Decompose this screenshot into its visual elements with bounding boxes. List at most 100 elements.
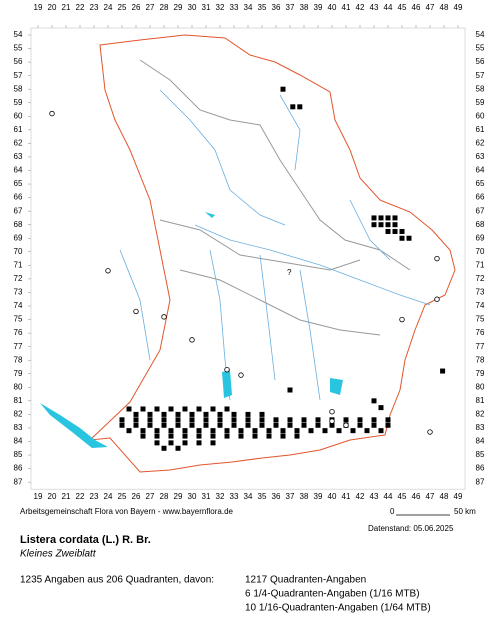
row-label: 83 [476,423,485,432]
marker-square [336,428,342,434]
marker-square [294,428,300,434]
column-label: 38 [300,3,309,12]
marker-square [161,445,167,451]
summary-line: 10 1/16-Quadranten-Angaben (1/64 MTB) [245,603,431,614]
marker-square [161,422,167,428]
marker-square [350,428,356,434]
marker-square [210,440,216,446]
column-label: 19 [34,492,43,501]
column-label: 24 [104,3,113,12]
summary-line: 6 1/4-Quadranten-Angaben (1/16 MTB) [245,589,420,600]
marker-square [238,433,244,439]
column-label: 30 [188,3,197,12]
row-label: 80 [476,382,485,391]
marker-square [168,440,174,446]
marker-square [217,417,223,423]
state-border [88,34,456,473]
marker-square [399,228,405,234]
marker-square [280,433,286,439]
marker-square [168,406,174,412]
marker-square [126,428,132,434]
row-label: 75 [14,315,23,324]
marker-square [378,215,384,221]
marker-square [119,422,125,428]
marker-square [189,411,195,417]
row-label: 81 [476,396,485,405]
marker-square [329,422,335,428]
row-label: 76 [476,328,485,337]
marker-square [378,428,384,434]
column-label: 49 [454,492,463,501]
column-label: 23 [90,3,99,12]
marker-square [315,417,321,423]
marker-square [147,422,153,428]
marker-circle [434,296,440,302]
marker-square [168,428,174,434]
column-label: 44 [384,492,393,501]
marker-square [161,411,167,417]
marker-square [297,104,303,110]
column-label: 28 [160,3,169,12]
column-label: 21 [62,3,71,12]
marker-square [196,440,202,446]
common-name: Kleines Zweiblatt [20,549,97,560]
marker-square [371,215,377,221]
column-label: 22 [76,3,85,12]
marker-square [203,417,209,423]
marker-square [182,406,188,412]
column-label: 47 [426,3,435,12]
column-label: 45 [398,492,407,501]
column-label: 40 [328,3,337,12]
info: Arbeitsgemeinschaft Flora von Bayern - w… [20,507,476,614]
row-label: 85 [14,450,23,459]
marker-square [392,228,398,234]
column-label: 42 [356,492,365,501]
column-label: 30 [188,492,197,501]
marker-square [252,428,258,434]
marker-square [182,433,188,439]
row-label: 82 [476,410,485,419]
column-label: 43 [370,3,379,12]
row-label: 62 [14,139,23,148]
row-label: 64 [14,166,23,175]
marker-square [287,387,293,393]
marker-square [343,417,349,423]
marker-square [259,422,265,428]
row-label: 56 [14,57,23,66]
marker-square [357,417,363,423]
marker-square [182,428,188,434]
scale-start: 0 [390,507,395,516]
column-label: 48 [440,3,449,12]
column-label: 27 [146,492,155,501]
marker-circle [427,429,433,435]
marker-square [385,215,391,221]
row-label: 75 [476,315,485,324]
column-label: 20 [48,3,57,12]
marker-square [406,235,412,241]
marker-square [140,406,146,412]
row-label: 77 [476,342,485,351]
marker-square [168,433,174,439]
row-label: 66 [476,193,485,202]
column-label: 35 [258,492,267,501]
row-label: 86 [14,464,23,473]
marker-square [133,422,139,428]
row-label: 56 [476,57,485,66]
marker-square [238,428,244,434]
marker-square [147,417,153,423]
column-label: 31 [202,492,211,501]
marker-circle [161,314,167,320]
marker-square [371,398,377,404]
marker-square [175,411,181,417]
marker-square [280,86,286,92]
marker-circle [189,337,195,343]
row-label: 69 [476,233,485,242]
marker-circle [329,408,335,415]
summary-total: 1235 Angaben aus 206 Quadranten, davon: [20,575,214,586]
row-label: 85 [476,450,485,459]
row-label: 72 [14,274,23,283]
marker-square [392,215,398,221]
marker-square [133,411,139,417]
marker-square [196,406,202,412]
